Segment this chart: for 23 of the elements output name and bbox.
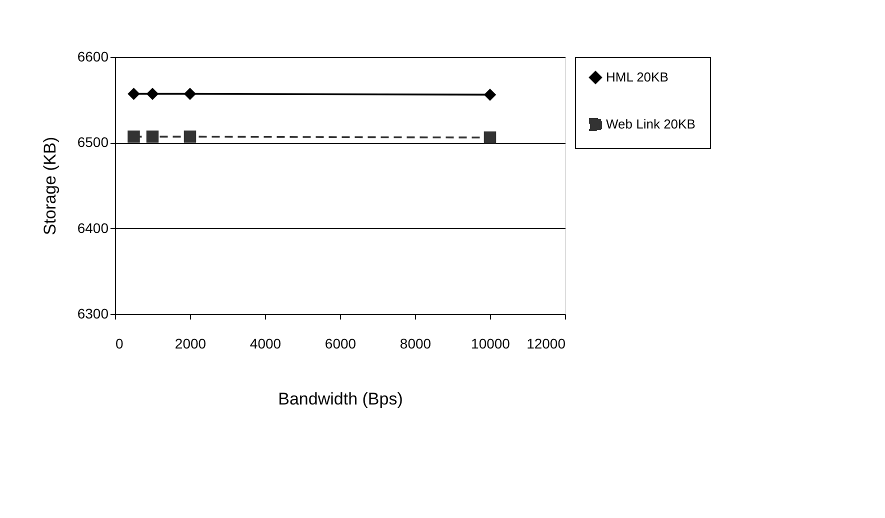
x-tick-label: 8000 bbox=[400, 336, 432, 352]
point bbox=[128, 130, 140, 143]
x-tick-label: 12000 bbox=[526, 336, 566, 352]
y-tick-label: 6500 bbox=[77, 134, 109, 150]
y-tick-label: 6600 bbox=[77, 48, 109, 64]
point bbox=[184, 130, 196, 143]
x-axis-title: Bandwidth (Bps) bbox=[278, 390, 403, 408]
point bbox=[484, 131, 496, 144]
point bbox=[484, 88, 496, 101]
y-tick-label: 6300 bbox=[77, 306, 109, 322]
legend-label: HML 20KB bbox=[606, 70, 668, 84]
x-tick-label: 6000 bbox=[324, 336, 356, 352]
x-tick-label: 10000 bbox=[471, 336, 510, 352]
x-tick-label: 0 bbox=[116, 336, 124, 352]
y-tick-label: 6400 bbox=[77, 220, 109, 236]
x-tick-label: 4000 bbox=[250, 336, 282, 352]
y-axis-title: Storage (KB) bbox=[40, 136, 60, 236]
point bbox=[184, 88, 196, 100]
point bbox=[128, 88, 140, 100]
point bbox=[146, 88, 159, 100]
point bbox=[146, 130, 159, 143]
x-tick-label: 2000 bbox=[174, 336, 206, 352]
legend-label: Web Link 20KB bbox=[606, 116, 696, 132]
